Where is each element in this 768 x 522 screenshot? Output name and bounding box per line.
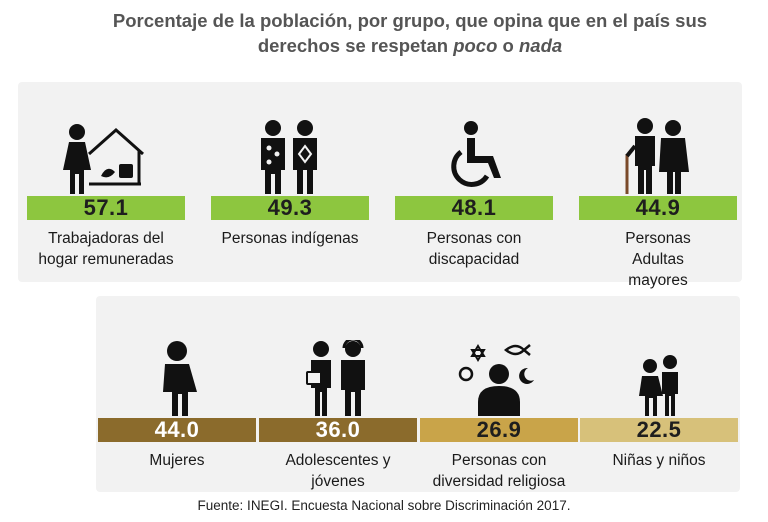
category-label: Niñas y niños <box>570 450 748 471</box>
category-label: Trabajadoras del hogar remuneradas <box>17 228 195 270</box>
category-label-line: Niñas y niños <box>612 452 706 469</box>
title-em-poco: poco <box>453 35 498 56</box>
value-label: 22.5 <box>636 417 682 442</box>
value-label: 26.9 <box>476 417 522 442</box>
title-line-1: Porcentaje de la población, por grupo, q… <box>112 10 708 31</box>
value-bar: 57.1 <box>27 195 185 220</box>
category-label-line: Trabajadoras del <box>48 230 164 247</box>
title-em-nada: nada <box>518 35 563 56</box>
category-label: Personas Adultas mayores <box>569 228 747 291</box>
category-label-line: mayores <box>628 272 688 289</box>
category-label-line: jóvenes <box>311 473 365 490</box>
category-label-line: Personas <box>625 230 691 247</box>
value-bar: 44.9 <box>579 195 737 220</box>
value-bar: 26.9 <box>420 417 578 442</box>
value-label: 48.1 <box>451 195 497 220</box>
category-label-line: Mujeres <box>149 452 205 469</box>
children-icon <box>580 312 738 418</box>
title-line-2-prefix: derechos se respetan <box>257 35 454 56</box>
category-label-line: diversidad religiosa <box>432 473 566 490</box>
value-label: 49.3 <box>267 195 313 220</box>
category-label: Adolescentes y jóvenes <box>249 450 427 492</box>
value-bar: 48.1 <box>395 195 553 220</box>
category-label-line: discapacidad <box>428 251 520 268</box>
value-label: 57.1 <box>83 195 129 220</box>
category-label-line: Adultas <box>632 251 684 268</box>
category-label: Personas con diversidad religiosa <box>410 450 588 492</box>
category-label: Personas indígenas <box>201 228 379 249</box>
category-label-line: Personas con <box>451 452 547 469</box>
religious-diversity-icon <box>420 312 578 418</box>
category-label: Personas con discapacidad <box>385 228 563 270</box>
chart-title: Porcentaje de la población, por grupo, q… <box>60 8 760 58</box>
youth-couple-icon <box>259 312 417 418</box>
wheelchair-icon <box>395 102 553 196</box>
domestic-worker-icon <box>27 102 185 196</box>
value-bar: 49.3 <box>211 195 369 220</box>
bottom-panel <box>96 296 740 492</box>
value-bar: 44.0 <box>98 417 256 442</box>
category-label-line: hogar remuneradas <box>38 251 174 268</box>
title-line-2-mid: o <box>497 35 519 56</box>
category-label-line: Personas indígenas <box>221 230 359 247</box>
value-bar: 36.0 <box>259 417 417 442</box>
title-line-2: derechos se respetan poco o nada <box>60 33 760 58</box>
woman-icon <box>98 312 256 418</box>
value-bar: 22.5 <box>580 417 738 442</box>
source-note: Fuente: INEGI. Encuesta Nacional sobre D… <box>197 498 571 513</box>
indigenous-couple-icon <box>211 102 369 196</box>
value-label: 36.0 <box>315 417 361 442</box>
category-label-line: Personas con <box>426 230 522 247</box>
value-label: 44.9 <box>635 195 681 220</box>
value-label: 44.0 <box>154 417 200 442</box>
category-label: Mujeres <box>88 450 266 471</box>
category-label-line: Adolescentes y <box>285 452 391 469</box>
elderly-couple-icon <box>579 102 737 196</box>
